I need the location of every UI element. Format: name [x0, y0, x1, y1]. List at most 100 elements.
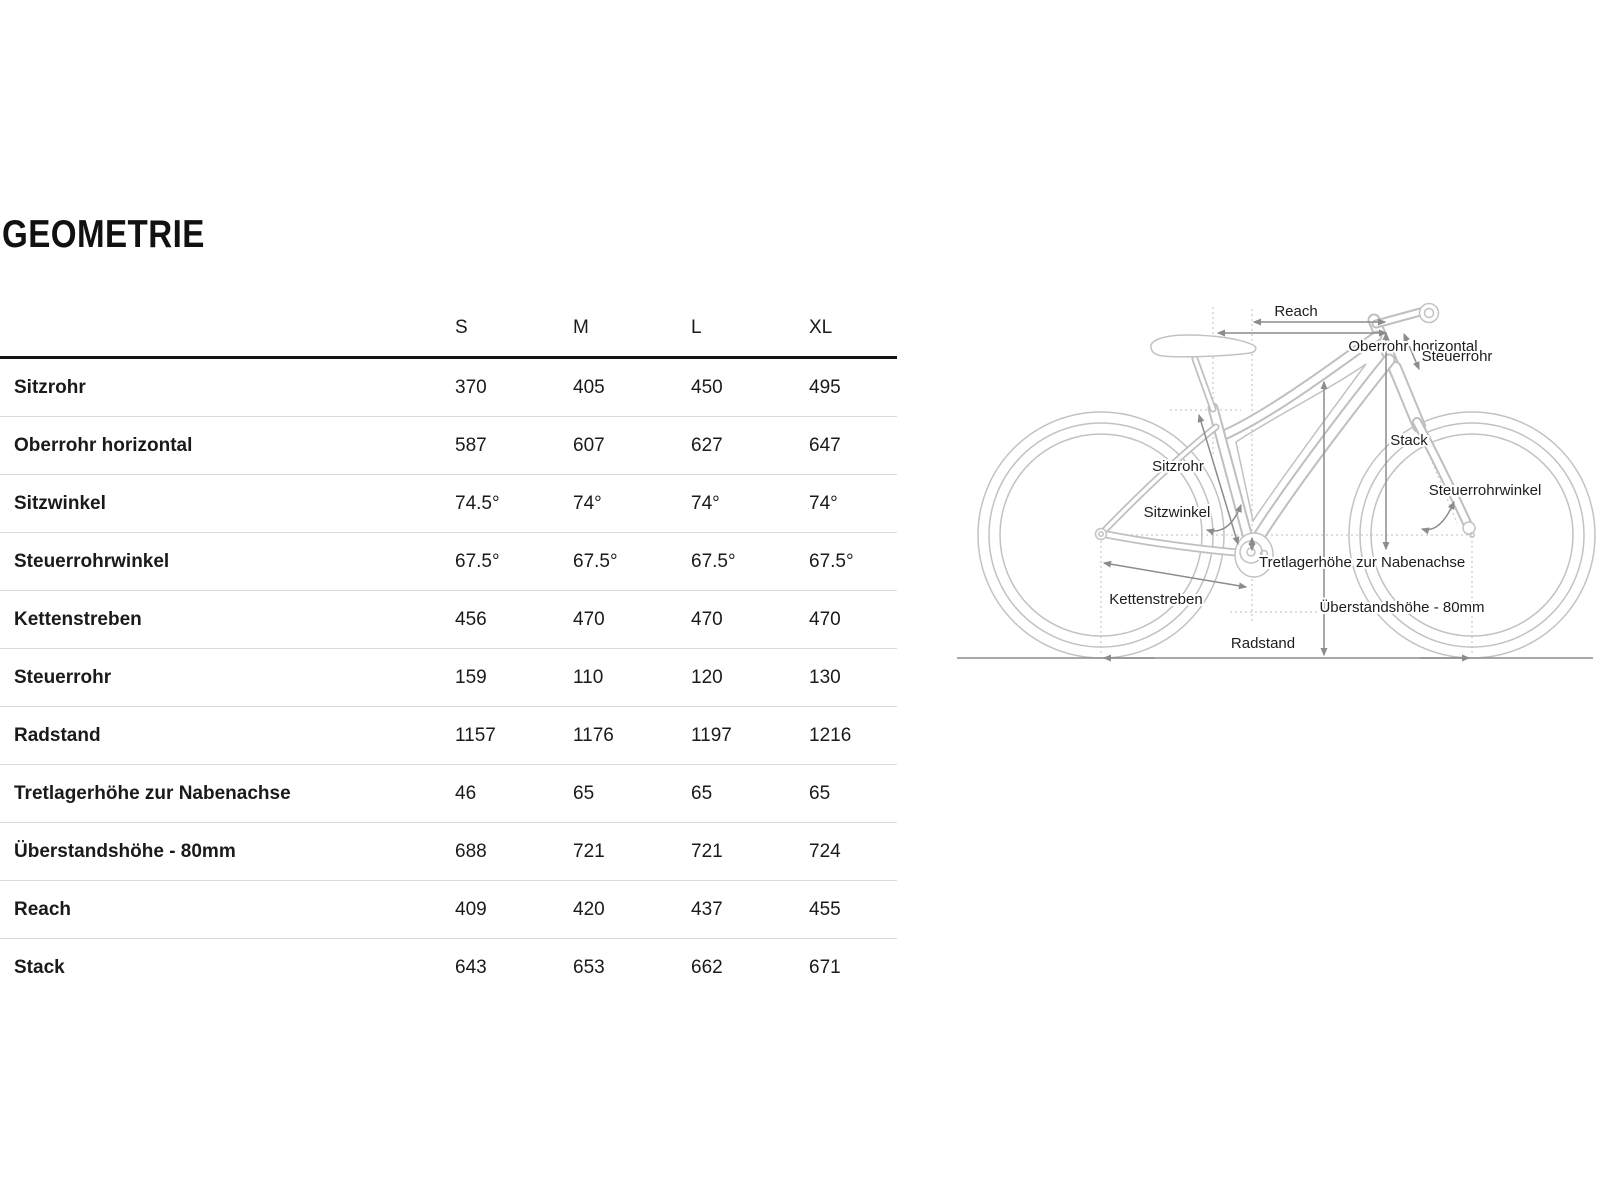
- row-value-l: 74°: [691, 492, 720, 514]
- row-value-xl: 1216: [809, 724, 852, 746]
- table-row: Reach 409 420 437 455: [0, 881, 897, 939]
- row-value-s: 67.5°: [455, 550, 500, 572]
- header-divider: [0, 356, 897, 359]
- table-row: Tretlagerhöhe zur Nabenachse 46 65 65 65: [0, 765, 897, 823]
- row-value-xl: 724: [809, 840, 841, 862]
- row-value-l: 120: [691, 666, 723, 688]
- table-row: Radstand 1157 1176 1197 1216: [0, 707, 897, 765]
- row-value-m: 1176: [573, 724, 614, 746]
- row-label: Sitzwinkel: [14, 492, 106, 514]
- row-value-s: 1157: [455, 724, 496, 746]
- row-label: Sitzrohr: [14, 376, 86, 398]
- diagram-label-reach: Reach: [1274, 303, 1317, 320]
- table-row: Überstandshöhe - 80mm 688 721 721 724: [0, 823, 897, 881]
- row-value-xl: 65: [809, 782, 831, 804]
- table-body: Sitzrohr 370 405 450 495 Oberrohr horizo…: [0, 359, 897, 996]
- row-value-l: 1197: [691, 724, 732, 746]
- row-label: Reach: [14, 898, 72, 920]
- saddle: [1150, 334, 1257, 358]
- diagram-label-sitzwinkel: Sitzwinkel: [1144, 504, 1211, 521]
- row-value-m: 405: [573, 376, 605, 398]
- row-label: Überstandshöhe - 80mm: [14, 840, 236, 862]
- row-value-xl: 671: [809, 956, 841, 978]
- size-header-s: S: [455, 317, 468, 338]
- row-value-l: 721: [691, 840, 723, 862]
- diagram-label-ueberstandshoehe: Überstandshöhe - 80mm: [1319, 598, 1484, 616]
- row-value-s: 456: [455, 608, 487, 630]
- size-header-m: M: [573, 317, 589, 338]
- row-value-s: 370: [455, 376, 487, 398]
- row-value-m: 470: [573, 608, 605, 630]
- size-header-row: S M L XL: [0, 300, 897, 356]
- diagram-label-kettenstreben: Kettenstreben: [1109, 591, 1202, 608]
- row-value-l: 65: [691, 782, 713, 804]
- row-label: Steuerrohr: [14, 666, 112, 688]
- table-row: Kettenstreben 456 470 470 470: [0, 591, 897, 649]
- row-label: Stack: [14, 956, 65, 978]
- table-row: Sitzwinkel 74.5° 74° 74° 74°: [0, 475, 897, 533]
- row-value-s: 409: [455, 898, 487, 920]
- row-value-xl: 130: [809, 666, 841, 688]
- row-value-l: 67.5°: [691, 550, 736, 572]
- steuerrohrwinkel-arc: [1420, 500, 1455, 535]
- sitzwinkel-arc: [1205, 503, 1242, 536]
- row-label: Tretlagerhöhe zur Nabenachse: [14, 782, 291, 804]
- row-label: Kettenstreben: [14, 608, 142, 630]
- row-value-xl: 74°: [809, 492, 838, 514]
- diagram-label-tretlagerhoehe: Tretlagerhöhe zur Nabenachse: [1259, 554, 1465, 571]
- diagram-label-steuerrohr: Steuerrohr: [1422, 348, 1493, 365]
- diagram-label-oberrohr: Oberrohr horizontal: [1348, 338, 1477, 355]
- rear-hub: [1094, 527, 1108, 541]
- row-value-m: 607: [573, 434, 605, 456]
- row-value-xl: 495: [809, 376, 841, 398]
- table-row: Steuerrohr 159 110 120 130: [0, 649, 897, 707]
- row-value-s: 587: [455, 434, 487, 456]
- handlebar-grip: [1418, 302, 1440, 324]
- row-value-xl: 455: [809, 898, 841, 920]
- row-value-m: 110: [573, 666, 604, 688]
- row-value-l: 470: [691, 608, 723, 630]
- diagram-label-sitzrohr: Sitzrohr: [1152, 458, 1204, 475]
- size-header-xl: XL: [809, 317, 833, 338]
- diagram-labels: Reach Oberrohr horizontal Steuerrohr Sta…: [1107, 301, 1543, 654]
- row-label: Radstand: [14, 724, 101, 746]
- row-value-xl: 647: [809, 434, 841, 456]
- row-value-m: 420: [573, 898, 605, 920]
- row-value-m: 721: [573, 840, 605, 862]
- table-row: Sitzrohr 370 405 450 495: [0, 359, 897, 417]
- bike-geometry-diagram: Reach Oberrohr horizontal Steuerrohr Sta…: [945, 262, 1600, 702]
- row-value-l: 627: [691, 434, 723, 456]
- chainring-bolt: [1259, 549, 1269, 559]
- row-value-l: 437: [691, 898, 723, 920]
- steuerrohr-arrow: [1403, 332, 1420, 371]
- row-value-l: 662: [691, 956, 723, 978]
- row-value-xl: 470: [809, 608, 841, 630]
- front-axle-dot: [1469, 532, 1475, 538]
- row-value-s: 643: [455, 956, 487, 978]
- row-label: Steuerrohrwinkel: [14, 550, 170, 572]
- page-title: GEOMETRIE: [2, 213, 205, 256]
- geometry-table: S M L XL Sitzrohr 370 405 450 495 Oberro…: [0, 300, 897, 996]
- table-row: Stack 643 653 662 671: [0, 939, 897, 996]
- bike-components: [1094, 302, 1476, 578]
- front-dropout: [1462, 521, 1476, 535]
- row-label: Oberrohr horizontal: [14, 434, 193, 456]
- rear-axle-dot: [1098, 531, 1104, 537]
- table-row: Oberrohr horizontal 587 607 627 647: [0, 417, 897, 475]
- row-value-m: 653: [573, 956, 605, 978]
- kettenstreben-arrow: [1102, 560, 1248, 590]
- diagram-label-stack: Stack: [1390, 432, 1428, 449]
- size-header-l: L: [691, 317, 702, 338]
- table-row: Steuerrohrwinkel 67.5° 67.5° 67.5° 67.5°: [0, 533, 897, 591]
- handlebar-grip-inner: [1423, 307, 1435, 319]
- diagram-label-radstand: Radstand: [1231, 635, 1295, 652]
- row-value-s: 74.5°: [455, 492, 500, 514]
- dimension-arrows: [1102, 318, 1471, 662]
- row-value-s: 159: [455, 666, 487, 688]
- row-value-l: 450: [691, 376, 723, 398]
- row-value-m: 67.5°: [573, 550, 618, 572]
- row-value-xl: 67.5°: [809, 550, 854, 572]
- row-value-m: 74°: [573, 492, 602, 514]
- row-value-m: 65: [573, 782, 595, 804]
